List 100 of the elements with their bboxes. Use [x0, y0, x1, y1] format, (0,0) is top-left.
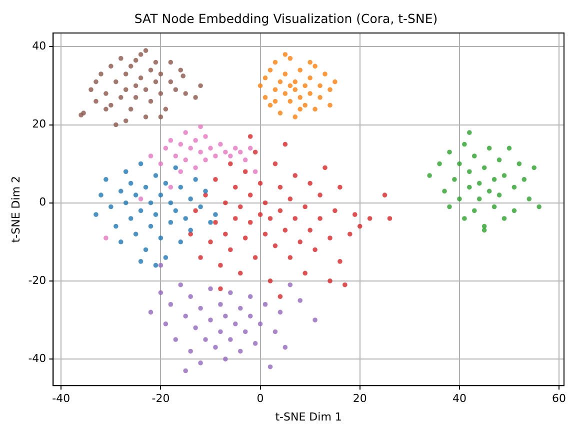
- point: [198, 150, 203, 154]
- point: [178, 169, 184, 174]
- point: [104, 177, 108, 182]
- point: [298, 68, 303, 72]
- point: [133, 83, 138, 88]
- point: [228, 154, 233, 158]
- point: [522, 177, 527, 182]
- point: [298, 95, 303, 100]
- point: [472, 208, 477, 214]
- point: [258, 322, 263, 326]
- point: [173, 87, 178, 92]
- point: [198, 83, 203, 88]
- point: [163, 106, 168, 112]
- x-tick-label: -20: [152, 392, 170, 406]
- point: [232, 322, 238, 326]
- point: [163, 322, 168, 326]
- point: [288, 282, 293, 288]
- point: [168, 60, 174, 65]
- point: [447, 150, 452, 154]
- point: [512, 184, 517, 190]
- point: [133, 232, 138, 236]
- point: [242, 158, 248, 162]
- point: [262, 95, 268, 100]
- point: [462, 216, 467, 221]
- point: [248, 314, 253, 318]
- point: [506, 146, 512, 151]
- point: [492, 177, 497, 182]
- point: [308, 76, 312, 80]
- point: [94, 98, 98, 104]
- point: [198, 124, 203, 130]
- x-axis-title: t-SNE Dim 1: [275, 410, 342, 424]
- point: [143, 184, 148, 190]
- point: [492, 204, 497, 210]
- point: [472, 154, 477, 158]
- y-axis-title: t-SNE Dim 2: [9, 176, 22, 243]
- point: [302, 102, 308, 108]
- point: [282, 52, 288, 57]
- point: [203, 188, 208, 194]
- point: [312, 64, 318, 69]
- point: [188, 196, 193, 202]
- x-tick-label: -40: [52, 392, 70, 406]
- point: [163, 180, 168, 186]
- point: [198, 306, 203, 311]
- point: [457, 161, 462, 166]
- point: [238, 150, 243, 154]
- point: [258, 83, 263, 88]
- point: [213, 344, 218, 350]
- point: [452, 177, 457, 182]
- point: [292, 79, 298, 84]
- point: [203, 134, 208, 139]
- point: [467, 169, 472, 174]
- point: [178, 184, 184, 190]
- point: [114, 122, 118, 128]
- point: [437, 161, 442, 166]
- point: [457, 196, 462, 202]
- point: [248, 146, 253, 151]
- point: [298, 106, 303, 112]
- point: [123, 200, 128, 206]
- point: [143, 48, 148, 53]
- x-tick-label: 20: [352, 392, 367, 406]
- point: [128, 216, 134, 221]
- point: [168, 200, 174, 206]
- point: [516, 161, 522, 166]
- point: [114, 224, 118, 229]
- point: [168, 302, 174, 307]
- point: [496, 158, 502, 162]
- point: [476, 180, 482, 186]
- point: [188, 348, 193, 354]
- point: [302, 83, 308, 88]
- y-tick-label: -40: [28, 352, 46, 365]
- point: [104, 106, 108, 112]
- point: [292, 114, 298, 120]
- point: [158, 114, 164, 120]
- point: [158, 262, 164, 268]
- point: [318, 95, 322, 100]
- point: [143, 247, 148, 252]
- point: [178, 68, 184, 72]
- point: [188, 294, 193, 299]
- point: [193, 138, 198, 143]
- y-tick-label: 0: [39, 196, 46, 209]
- point: [298, 298, 303, 303]
- point: [128, 64, 134, 69]
- point: [282, 91, 288, 96]
- point: [208, 220, 213, 225]
- point: [213, 154, 218, 158]
- point: [228, 337, 233, 342]
- point: [248, 294, 253, 299]
- point: [138, 196, 144, 202]
- point: [476, 196, 482, 202]
- point: [81, 110, 86, 116]
- point: [183, 158, 188, 162]
- point: [178, 142, 184, 147]
- point: [158, 290, 164, 296]
- point: [203, 158, 208, 162]
- point: [104, 236, 108, 240]
- point: [173, 337, 178, 342]
- point: [482, 165, 487, 170]
- point: [268, 102, 273, 108]
- point: [526, 196, 532, 202]
- point: [158, 236, 164, 240]
